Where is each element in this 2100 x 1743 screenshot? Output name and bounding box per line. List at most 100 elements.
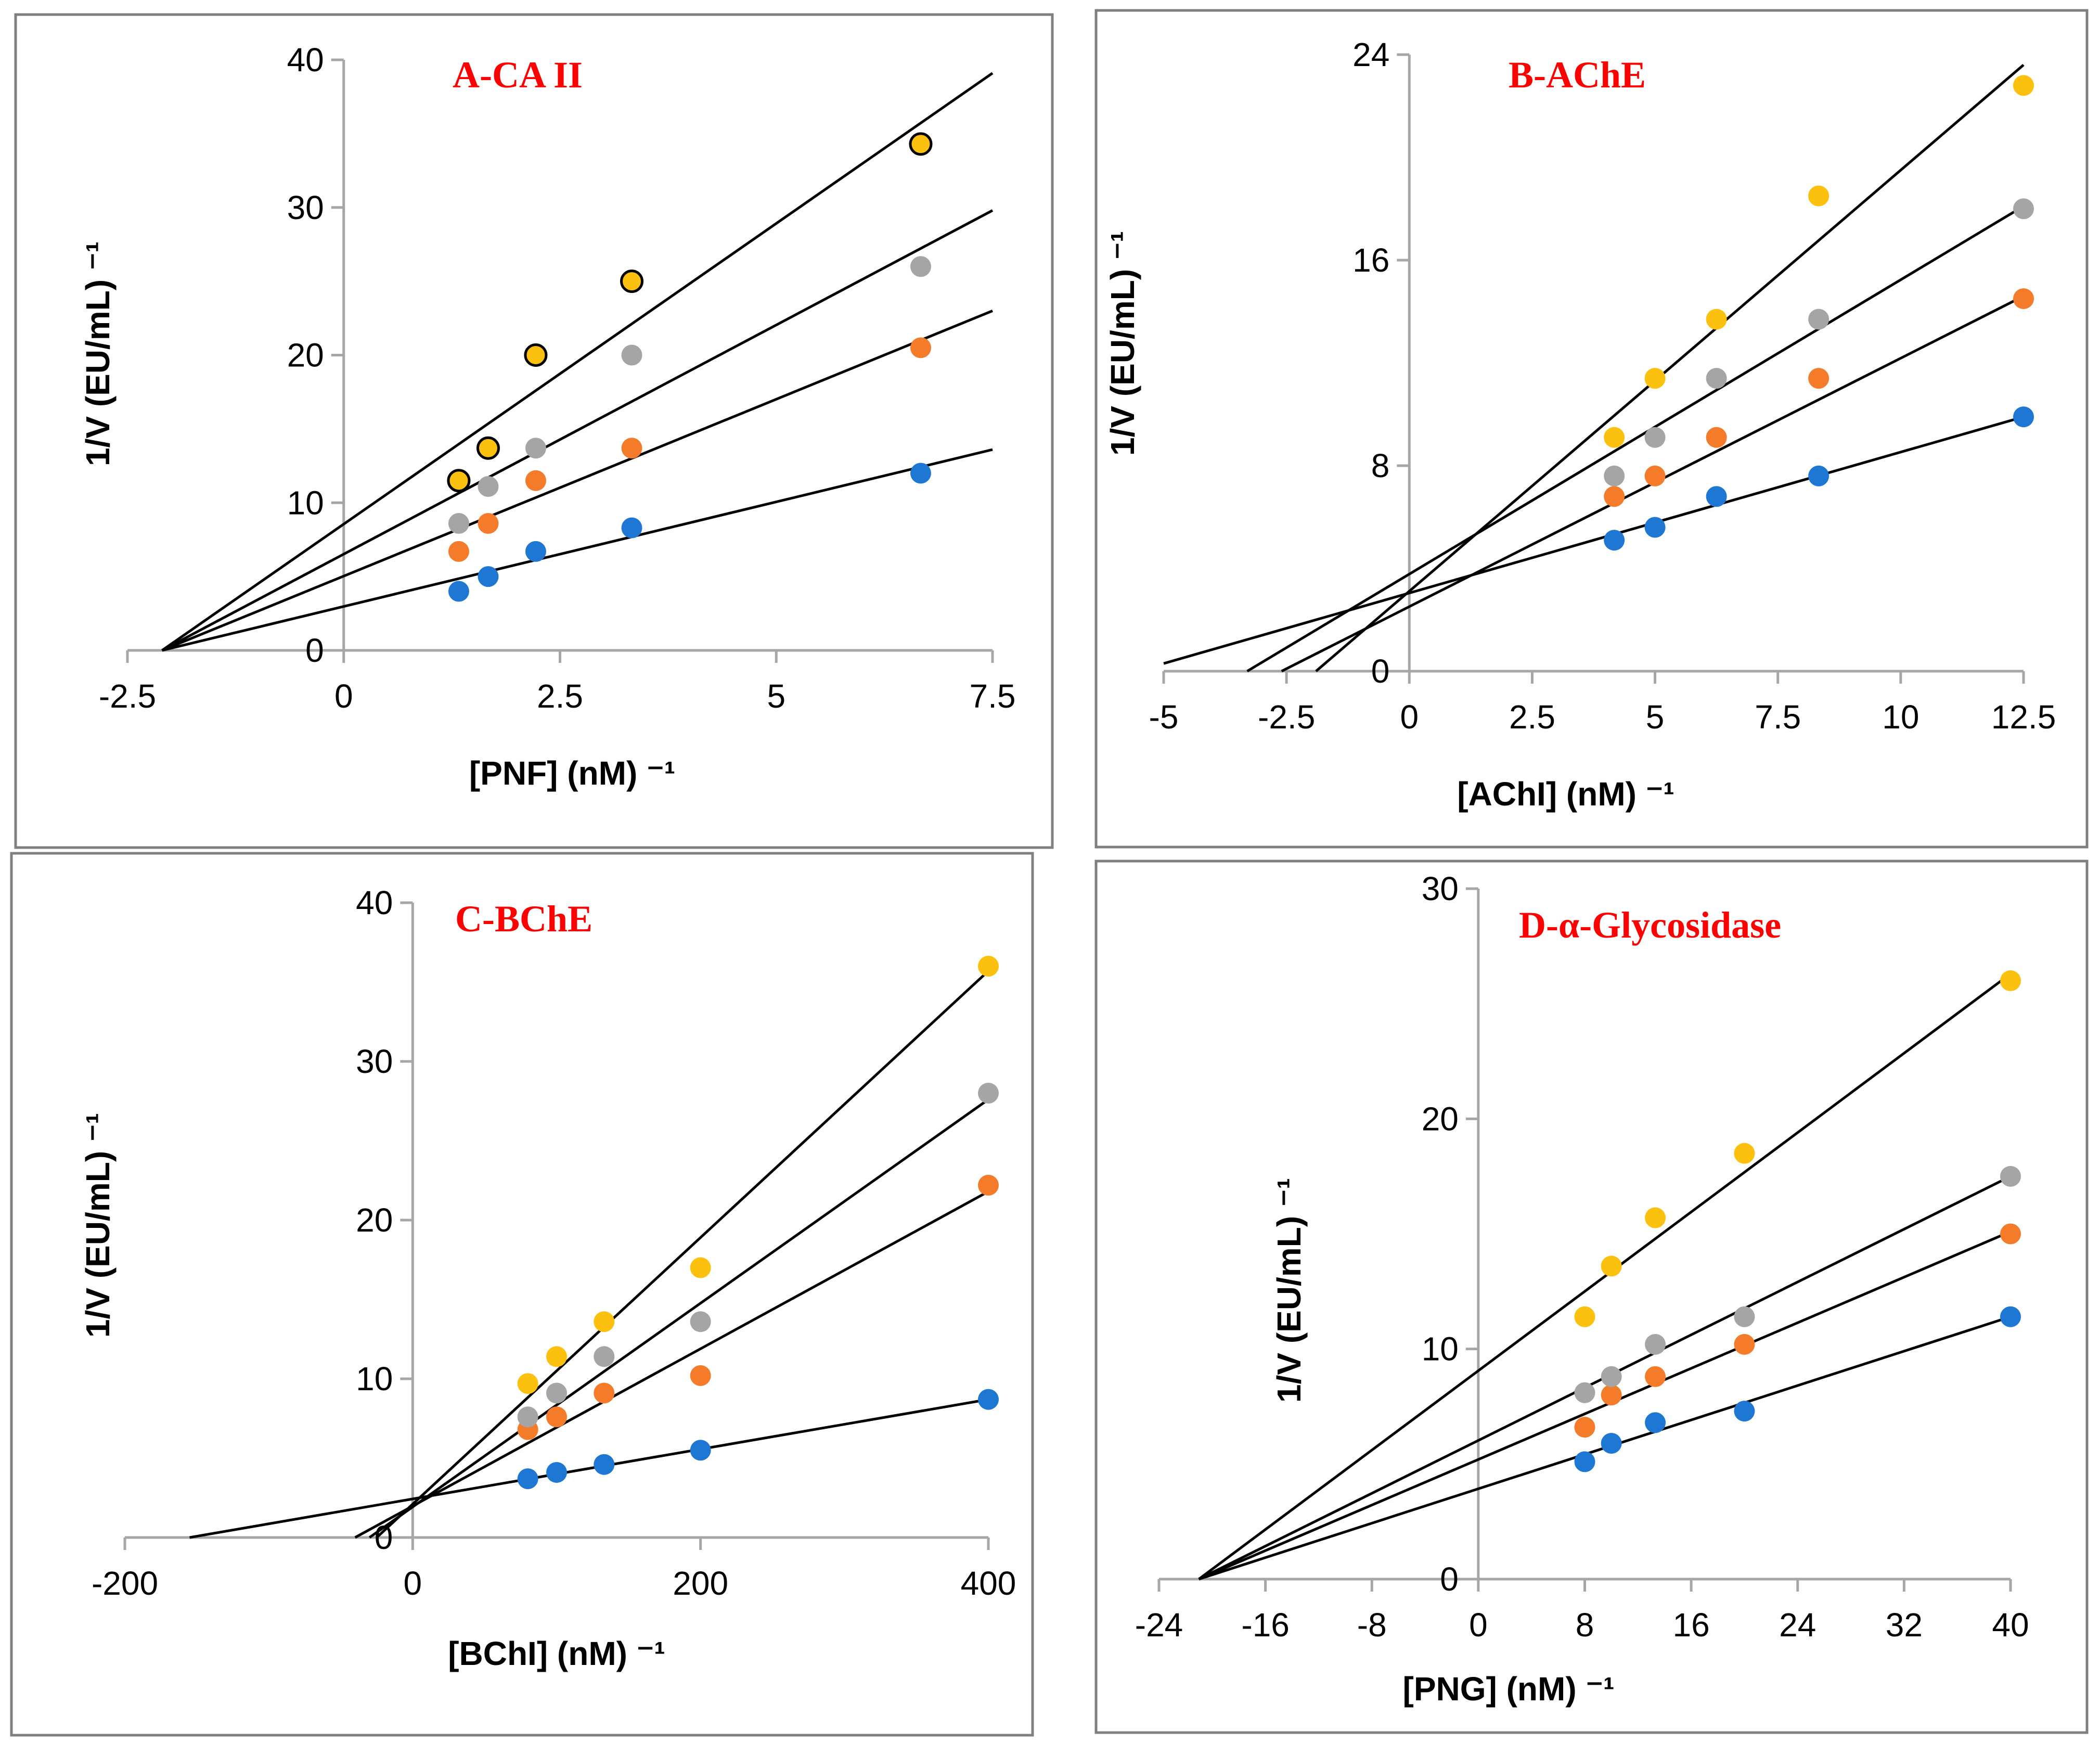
panel-d-x-tick-label: 0 — [1469, 1606, 1488, 1644]
panel-d-point-blue — [2000, 1306, 2021, 1327]
panel-b-point-yellow — [1808, 185, 1830, 207]
panel-d-point-orange — [1645, 1366, 1666, 1387]
panel-c-title: C-BChE — [455, 898, 592, 940]
panel-c-point-blue — [517, 1468, 538, 1490]
panel-d-point-yellow — [1601, 1255, 1622, 1277]
panel-b-point-orange — [1706, 427, 1727, 448]
panel-d-point-orange — [1734, 1334, 1755, 1355]
panel-d-point-yellow — [2000, 970, 2021, 991]
panel-d-point-gray — [1574, 1382, 1595, 1403]
panel-c-y-tick-label: 20 — [356, 1201, 393, 1239]
panel-b-y-tick-label: 16 — [1352, 241, 1389, 279]
panel-c-point-yellow — [517, 1373, 538, 1394]
panel-d-point-orange — [2000, 1223, 2021, 1245]
panel-a-x-tick-label: 2.5 — [537, 677, 583, 715]
panel-c-frame — [10, 852, 1034, 1737]
panel-d-x-tick-label: 8 — [1576, 1606, 1594, 1644]
panel-d-point-yellow — [1574, 1306, 1595, 1327]
panel-d-point-yellow — [1734, 1143, 1755, 1164]
panel-c-xlabel: [BChI] (nM) ⁻¹ — [448, 1635, 665, 1672]
panel-c-point-orange — [594, 1382, 615, 1404]
panel-a-x-tick-label: 5 — [767, 677, 785, 715]
panel-d-frame — [1094, 860, 2089, 1734]
panel-b-fit-line-blue — [1163, 415, 2024, 665]
panel-c-y-tick-label: 10 — [356, 1360, 393, 1398]
panel-c-point-blue — [546, 1462, 567, 1483]
panel-c-point-yellow — [978, 956, 999, 977]
panel-b: -5 -2.5 0 2.5 5 7.5 10 12.5 0 8 16 24 B-AChE [AChI]… — [1094, 9, 2089, 849]
panel-c-point-gray — [690, 1311, 711, 1332]
panel-d: -24 -16 -8 0 8 16 24 32 40 0 10 20 30 D-α-Glycosidas… — [1094, 860, 2089, 1734]
panel-a-point-blue — [478, 566, 499, 587]
panel-d-point-gray — [1601, 1366, 1622, 1387]
panel-d-x-tick-label: 24 — [1779, 1606, 1816, 1644]
panel-b-point-gray — [1604, 465, 1625, 486]
panel-c-point-gray — [594, 1346, 615, 1367]
panel-a-point-gray — [478, 476, 499, 497]
panel-d-point-gray — [2000, 1165, 2021, 1187]
panel-c-point-yellow — [594, 1311, 615, 1332]
panel-a-point-yellow — [447, 469, 471, 493]
panel-c-point-yellow — [690, 1257, 711, 1278]
panel-b-x-tick-label: -5 — [1149, 698, 1179, 736]
panel-d-y-tick-label: 30 — [1422, 870, 1459, 907]
panel-d-ylabel: 1/V (EU/mL) ⁻¹ — [1270, 1178, 1308, 1403]
panel-b-x-tick-label: 5 — [1646, 698, 1665, 736]
panel-a-fit-line-orange — [161, 310, 993, 652]
panel-c-y-tick-label: 30 — [356, 1043, 393, 1080]
panel-a-point-yellow — [620, 270, 644, 293]
panel-b-point-yellow — [1604, 427, 1625, 448]
panel-a-point-orange — [448, 541, 469, 562]
panel-d-xlabel: [PNG] (nM) ⁻¹ — [1403, 1670, 1615, 1708]
panel-a-point-gray — [621, 344, 642, 366]
panel-a-fit-line-gray — [161, 209, 994, 652]
panel-b-point-yellow — [1644, 368, 1666, 389]
panel-c-fit-line-blue — [189, 1398, 989, 1539]
panel-a-y-tick-label: 0 — [305, 632, 324, 669]
panel-a-point-orange — [621, 438, 642, 459]
panel-a-point-yellow — [476, 436, 500, 460]
panel-c-point-orange — [978, 1174, 999, 1196]
panel-a-x-tick-label: -2.5 — [99, 677, 156, 715]
panel-c-point-orange — [690, 1365, 711, 1386]
panel-b-y-tick-label: 0 — [1371, 652, 1390, 690]
panel-c-x-tick-label: -200 — [92, 1565, 158, 1602]
panel-b-x-tick-label: 2.5 — [1509, 698, 1555, 736]
panel-b-point-gray — [2013, 198, 2034, 220]
panel-c-x-tick-label: 0 — [404, 1565, 422, 1602]
panel-a-frame — [14, 13, 1054, 849]
panel-a-point-yellow — [524, 343, 548, 367]
panel-d-point-gray — [1645, 1334, 1666, 1355]
panel-a-fit-line-blue — [161, 448, 993, 652]
panel-d-point-orange — [1574, 1417, 1595, 1438]
panel-d-point-blue — [1734, 1401, 1755, 1422]
panel-a-point-blue — [448, 581, 469, 602]
panel-d-x-tick-label: -24 — [1135, 1606, 1183, 1644]
panel-a-ylabel: 1/V (EU/mL) ⁻¹ — [79, 241, 117, 466]
panel-c-point-yellow — [546, 1346, 567, 1367]
panel-c-fit-line-yellow — [376, 970, 989, 1539]
panel-d-y-tick-label: 10 — [1422, 1330, 1459, 1368]
panel-a-x-tick-label: 7.5 — [970, 677, 1016, 715]
panel-a-point-blue — [910, 463, 931, 484]
panel-a-point-orange — [910, 337, 931, 358]
panel-d-y-tick-label: 20 — [1422, 1100, 1459, 1137]
panel-b-x-tick-label: 12.5 — [1991, 698, 2056, 736]
panel-a: -2.5 0 2.5 5 7.5 0 10 20 30 40 A-CA II [PNF] (nM)… — [14, 13, 1054, 849]
panel-a-x-tick-label: 0 — [334, 677, 353, 715]
panel-b-y-tick-label: 24 — [1352, 36, 1389, 73]
panel-b-fit-line-gray — [1246, 205, 2025, 673]
panel-b-point-orange — [1604, 486, 1625, 507]
panel-d-x-tick-label: -8 — [1357, 1606, 1387, 1644]
panel-d-fit-line-orange — [1198, 1230, 2011, 1581]
panel-a-point-orange — [525, 470, 546, 491]
panel-c-point-blue — [594, 1454, 615, 1475]
panel-d-y-tick-label: 0 — [1440, 1560, 1459, 1598]
panel-b-point-orange — [2013, 288, 2034, 310]
panel-a-y-tick-label: 10 — [287, 484, 324, 521]
panel-c-point-gray — [546, 1382, 567, 1404]
panel-d-point-blue — [1574, 1451, 1595, 1472]
panel-b-point-gray — [1808, 309, 1830, 330]
